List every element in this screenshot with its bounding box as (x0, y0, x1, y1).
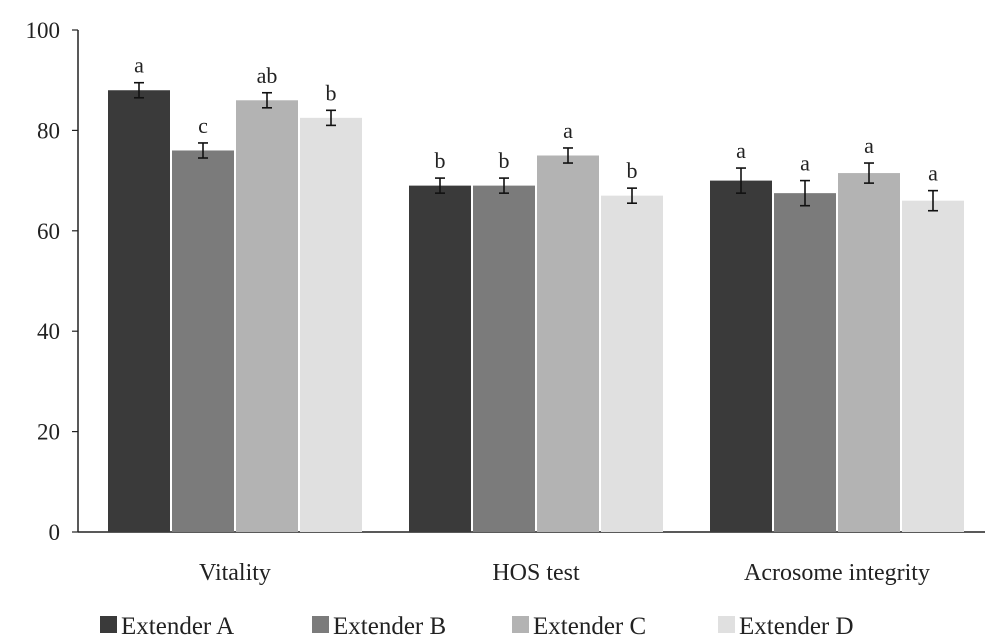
bar (902, 200, 964, 532)
error-bar (800, 179, 810, 207)
significance-label: b (326, 80, 337, 105)
bars (108, 90, 964, 533)
legend-item: Extender C (512, 613, 646, 640)
bar (774, 193, 836, 532)
significance-label: a (563, 118, 573, 143)
y-tick-label: 100 (26, 18, 61, 43)
x-category-label: Vitality (199, 560, 271, 586)
legend-label: Extender B (333, 613, 446, 640)
significance-label: b (499, 148, 510, 173)
x-category-label: HOS test (492, 560, 580, 586)
bar (236, 100, 298, 532)
error-bar (864, 162, 874, 184)
legend-label: Extender C (533, 613, 646, 640)
error-bar (627, 187, 637, 204)
significance-label: c (198, 113, 208, 138)
bar (838, 173, 900, 532)
legend-item: Extender D (718, 613, 854, 640)
error-bar (563, 147, 573, 164)
error-bar (262, 91, 272, 109)
y-tick-label: 80 (37, 118, 60, 143)
x-category-label: Acrosome integrity (744, 560, 930, 586)
error-bar (499, 177, 509, 194)
significance-label: a (800, 151, 810, 176)
bar (172, 150, 234, 533)
bar (108, 90, 170, 533)
bar (601, 195, 663, 532)
legend-item: Extender A (100, 613, 234, 640)
bar (537, 155, 599, 532)
error-bar (736, 167, 746, 194)
legend-swatch (100, 616, 117, 633)
significance-label: a (134, 53, 144, 78)
legend-item: Extender B (312, 613, 446, 640)
significance-label: b (435, 148, 446, 173)
bar (409, 185, 471, 532)
significance-label: ab (257, 63, 278, 88)
error-bar (326, 109, 336, 127)
error-bar (435, 177, 445, 194)
y-tick-label: 60 (37, 219, 60, 244)
error-bars (134, 81, 938, 212)
y-tick-label: 0 (49, 520, 61, 545)
legend-swatch (312, 616, 329, 633)
error-bar (134, 81, 144, 99)
error-bar (198, 142, 208, 159)
legend-label: Extender A (121, 613, 234, 640)
x-axis-category-labels: Vitality HOS test Acrosome integrity (199, 560, 930, 586)
legend-swatch (512, 616, 529, 633)
y-tick-label: 20 (37, 420, 60, 445)
significance-label: a (928, 161, 938, 186)
significance-label: a (864, 133, 874, 158)
bar (710, 180, 772, 532)
legend-swatch (718, 616, 735, 633)
y-tick-label: 40 (37, 319, 60, 344)
significance-label: b (627, 158, 638, 183)
bar (473, 185, 535, 532)
error-bar (928, 189, 938, 212)
legend: Extender A Extender B Extender C Extender D (100, 613, 854, 640)
legend-label: Extender D (739, 613, 854, 640)
significance-label: a (736, 138, 746, 163)
bar (300, 117, 362, 532)
